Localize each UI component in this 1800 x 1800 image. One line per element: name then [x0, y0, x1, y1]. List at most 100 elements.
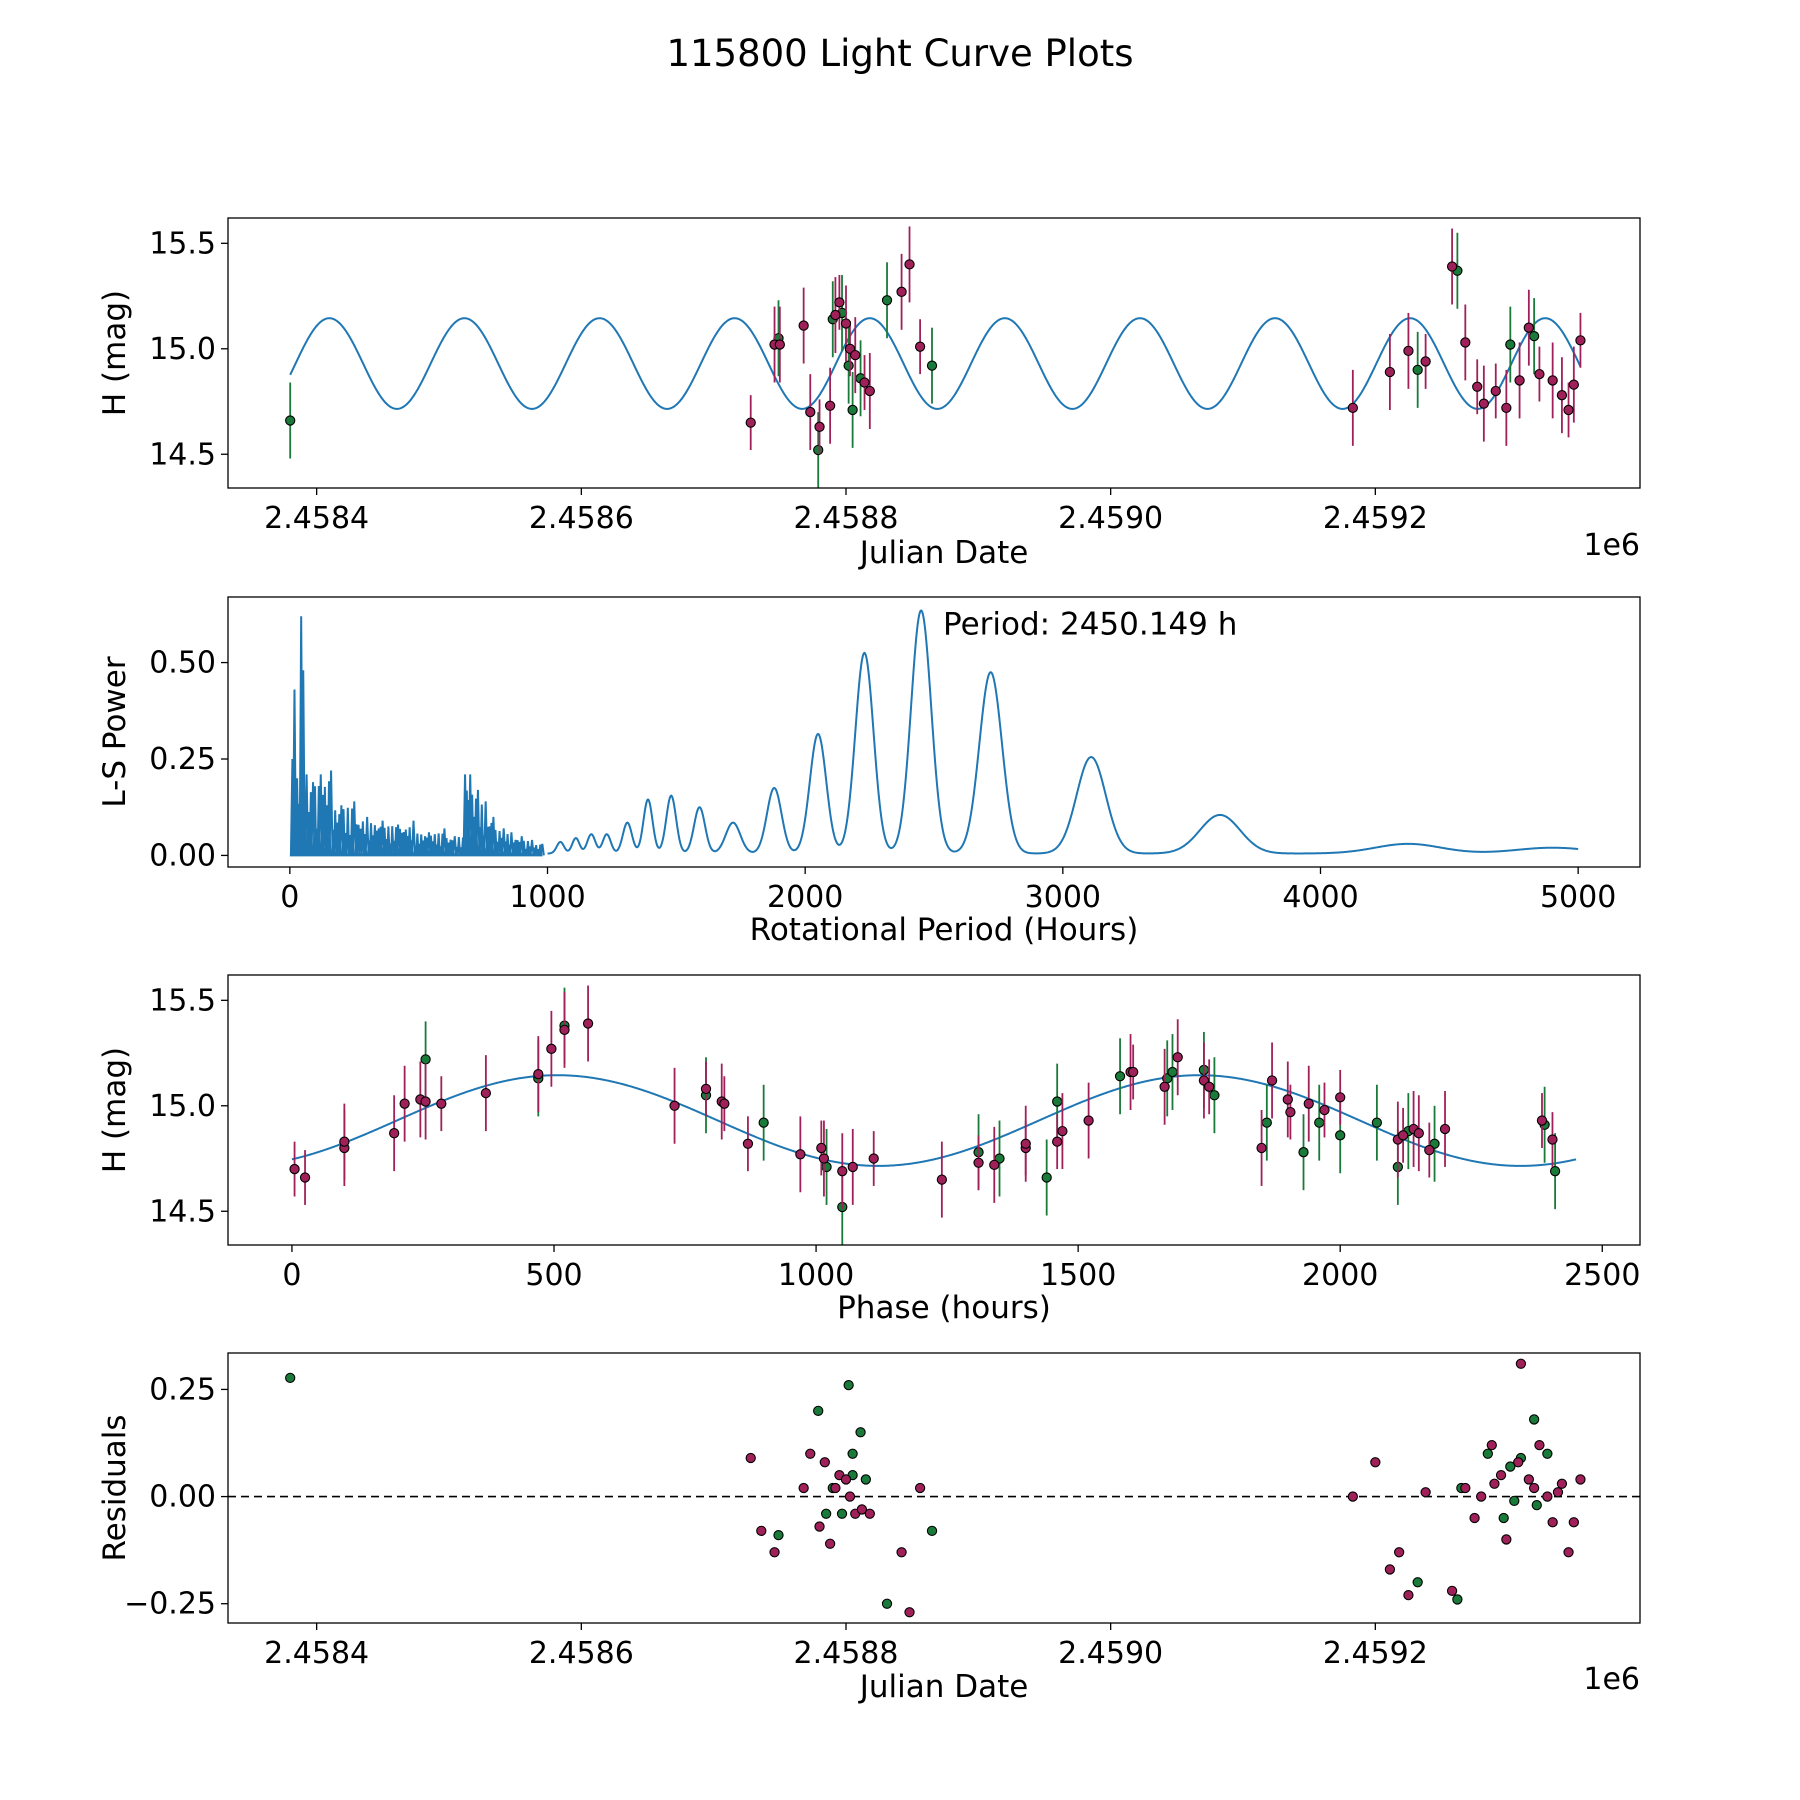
data-point-green [1314, 1117, 1325, 1128]
data-point-green [881, 1598, 893, 1609]
x-offset-label: 1e6 [1583, 1662, 1640, 1697]
y-tick-label: 0.25 [149, 1372, 216, 1407]
data-point-purple [814, 421, 825, 432]
x-tick-label: 4000 [1282, 880, 1358, 915]
data-point-green [1509, 1495, 1520, 1507]
panel-residuals: 2.4584 2.4586 2.4588 2.4590 2.4592 −0.25 0.00 0… [97, 1352, 1641, 1705]
data-point-purple [1397, 1130, 1409, 1141]
data-point-green [1335, 1130, 1346, 1141]
data-point-purple [1460, 337, 1471, 348]
data-point-green [1505, 1461, 1516, 1472]
data-point-purple [1472, 381, 1483, 392]
data-point-purple [814, 1521, 825, 1532]
y-axis-label: H (mag) [97, 290, 133, 416]
data-point-purple [1413, 1128, 1424, 1139]
data-point-purple [769, 1547, 780, 1558]
data-point-green [1412, 1577, 1423, 1588]
panel-phased: 0 500 1000 1500 2000 2500 14.5 15.0 15.5 Phase (h… [97, 974, 1641, 1326]
data-point-purple [1057, 1125, 1068, 1137]
data-point-purple [1403, 1589, 1414, 1601]
data-point-purple [1384, 366, 1396, 378]
data-point-purple [1568, 379, 1579, 390]
data-point-purple [847, 1161, 858, 1173]
data-point-purple [805, 1448, 816, 1459]
data-point-purple [582, 1018, 594, 1029]
data-point-purple [1403, 345, 1414, 357]
x-axis-label: Phase (hours) [837, 1290, 1051, 1326]
data-point-purple [1420, 1487, 1431, 1498]
data-point-purple [745, 1452, 756, 1464]
data-point-purple [388, 1128, 400, 1139]
data-point-purple [299, 1172, 311, 1183]
data-point-purple [1303, 1098, 1314, 1109]
data-point-purple [1083, 1115, 1094, 1126]
data-point-purple [1501, 402, 1512, 413]
data-point-green [813, 1405, 824, 1417]
x-tick-label: 2000 [1302, 1258, 1378, 1293]
data-point-purple [844, 1491, 856, 1502]
data-point-purple [819, 1457, 830, 1468]
data-point-green [1531, 1499, 1542, 1511]
data-point-purple [816, 1142, 827, 1154]
data-point-purple [1172, 1052, 1183, 1063]
data-point-purple [1282, 1094, 1293, 1105]
data-point-green [1114, 1071, 1126, 1082]
data-point-purple [1523, 1474, 1534, 1485]
data-point-purple [1020, 1138, 1031, 1149]
y-tick-label: 0.50 [149, 646, 216, 681]
data-point-green [843, 360, 854, 371]
data-point-purple [1556, 390, 1568, 401]
data-point-purple [1285, 1106, 1296, 1118]
data-point-purple [1335, 1092, 1346, 1103]
data-point-purple [669, 1100, 680, 1111]
data-point-purple [559, 1024, 570, 1035]
data-point-purple [1495, 1469, 1507, 1481]
data-point-purple [1128, 1066, 1139, 1078]
data-point-green [847, 404, 858, 416]
x-tick-label: 1000 [778, 1258, 854, 1293]
data-point-purple [1486, 1439, 1497, 1451]
data-point-purple [1489, 1478, 1500, 1489]
data-point-purple [1439, 1123, 1451, 1135]
axes-frame [227, 1352, 1641, 1624]
data-point-purple [700, 1083, 712, 1095]
x-tick-label: 2500 [1564, 1258, 1640, 1293]
data-point-green [813, 444, 824, 456]
data-point-purple [533, 1068, 544, 1080]
data-point-purple [896, 1547, 907, 1558]
data-point-purple [834, 297, 845, 308]
x-tick-label: 2.4586 [529, 501, 634, 536]
data-point-purple [1552, 1487, 1564, 1498]
data-point-purple [1575, 335, 1586, 346]
data-point-green [836, 1508, 848, 1519]
period-annotation: Period: 2450.149 h [943, 606, 1237, 642]
data-point-green [847, 1448, 858, 1459]
data-point-purple [1563, 404, 1574, 416]
data-point-purple [436, 1098, 447, 1109]
data-point-purple [1266, 1075, 1278, 1086]
data-point-purple [973, 1157, 984, 1168]
data-point-green [1412, 364, 1423, 376]
data-point-purple [1347, 402, 1358, 413]
data-point-purple [798, 1482, 809, 1494]
data-point-purple [830, 309, 841, 321]
fit-curve [291, 1074, 1577, 1167]
y-tick-label: 0.00 [149, 1480, 216, 1515]
data-point-purple [1542, 1491, 1553, 1502]
data-point-green [1261, 1117, 1272, 1128]
data-point-purple [289, 1163, 300, 1175]
x-tick-label: 2000 [767, 880, 843, 915]
data-point-green [285, 415, 296, 426]
plot-area [289, 985, 1577, 1245]
data-point-green [758, 1117, 769, 1128]
data-point-green [843, 1379, 854, 1391]
data-point-green [1209, 1090, 1220, 1101]
y-tick-label: 14.5 [149, 437, 216, 472]
y-tick-label: 15.0 [149, 1089, 216, 1124]
x-tick-label: 2.4592 [1323, 501, 1428, 536]
data-point-purple [1556, 1478, 1568, 1489]
data-point-purple [1476, 1491, 1487, 1502]
data-point-purple [1547, 375, 1558, 386]
data-point-purple [1513, 1457, 1524, 1468]
